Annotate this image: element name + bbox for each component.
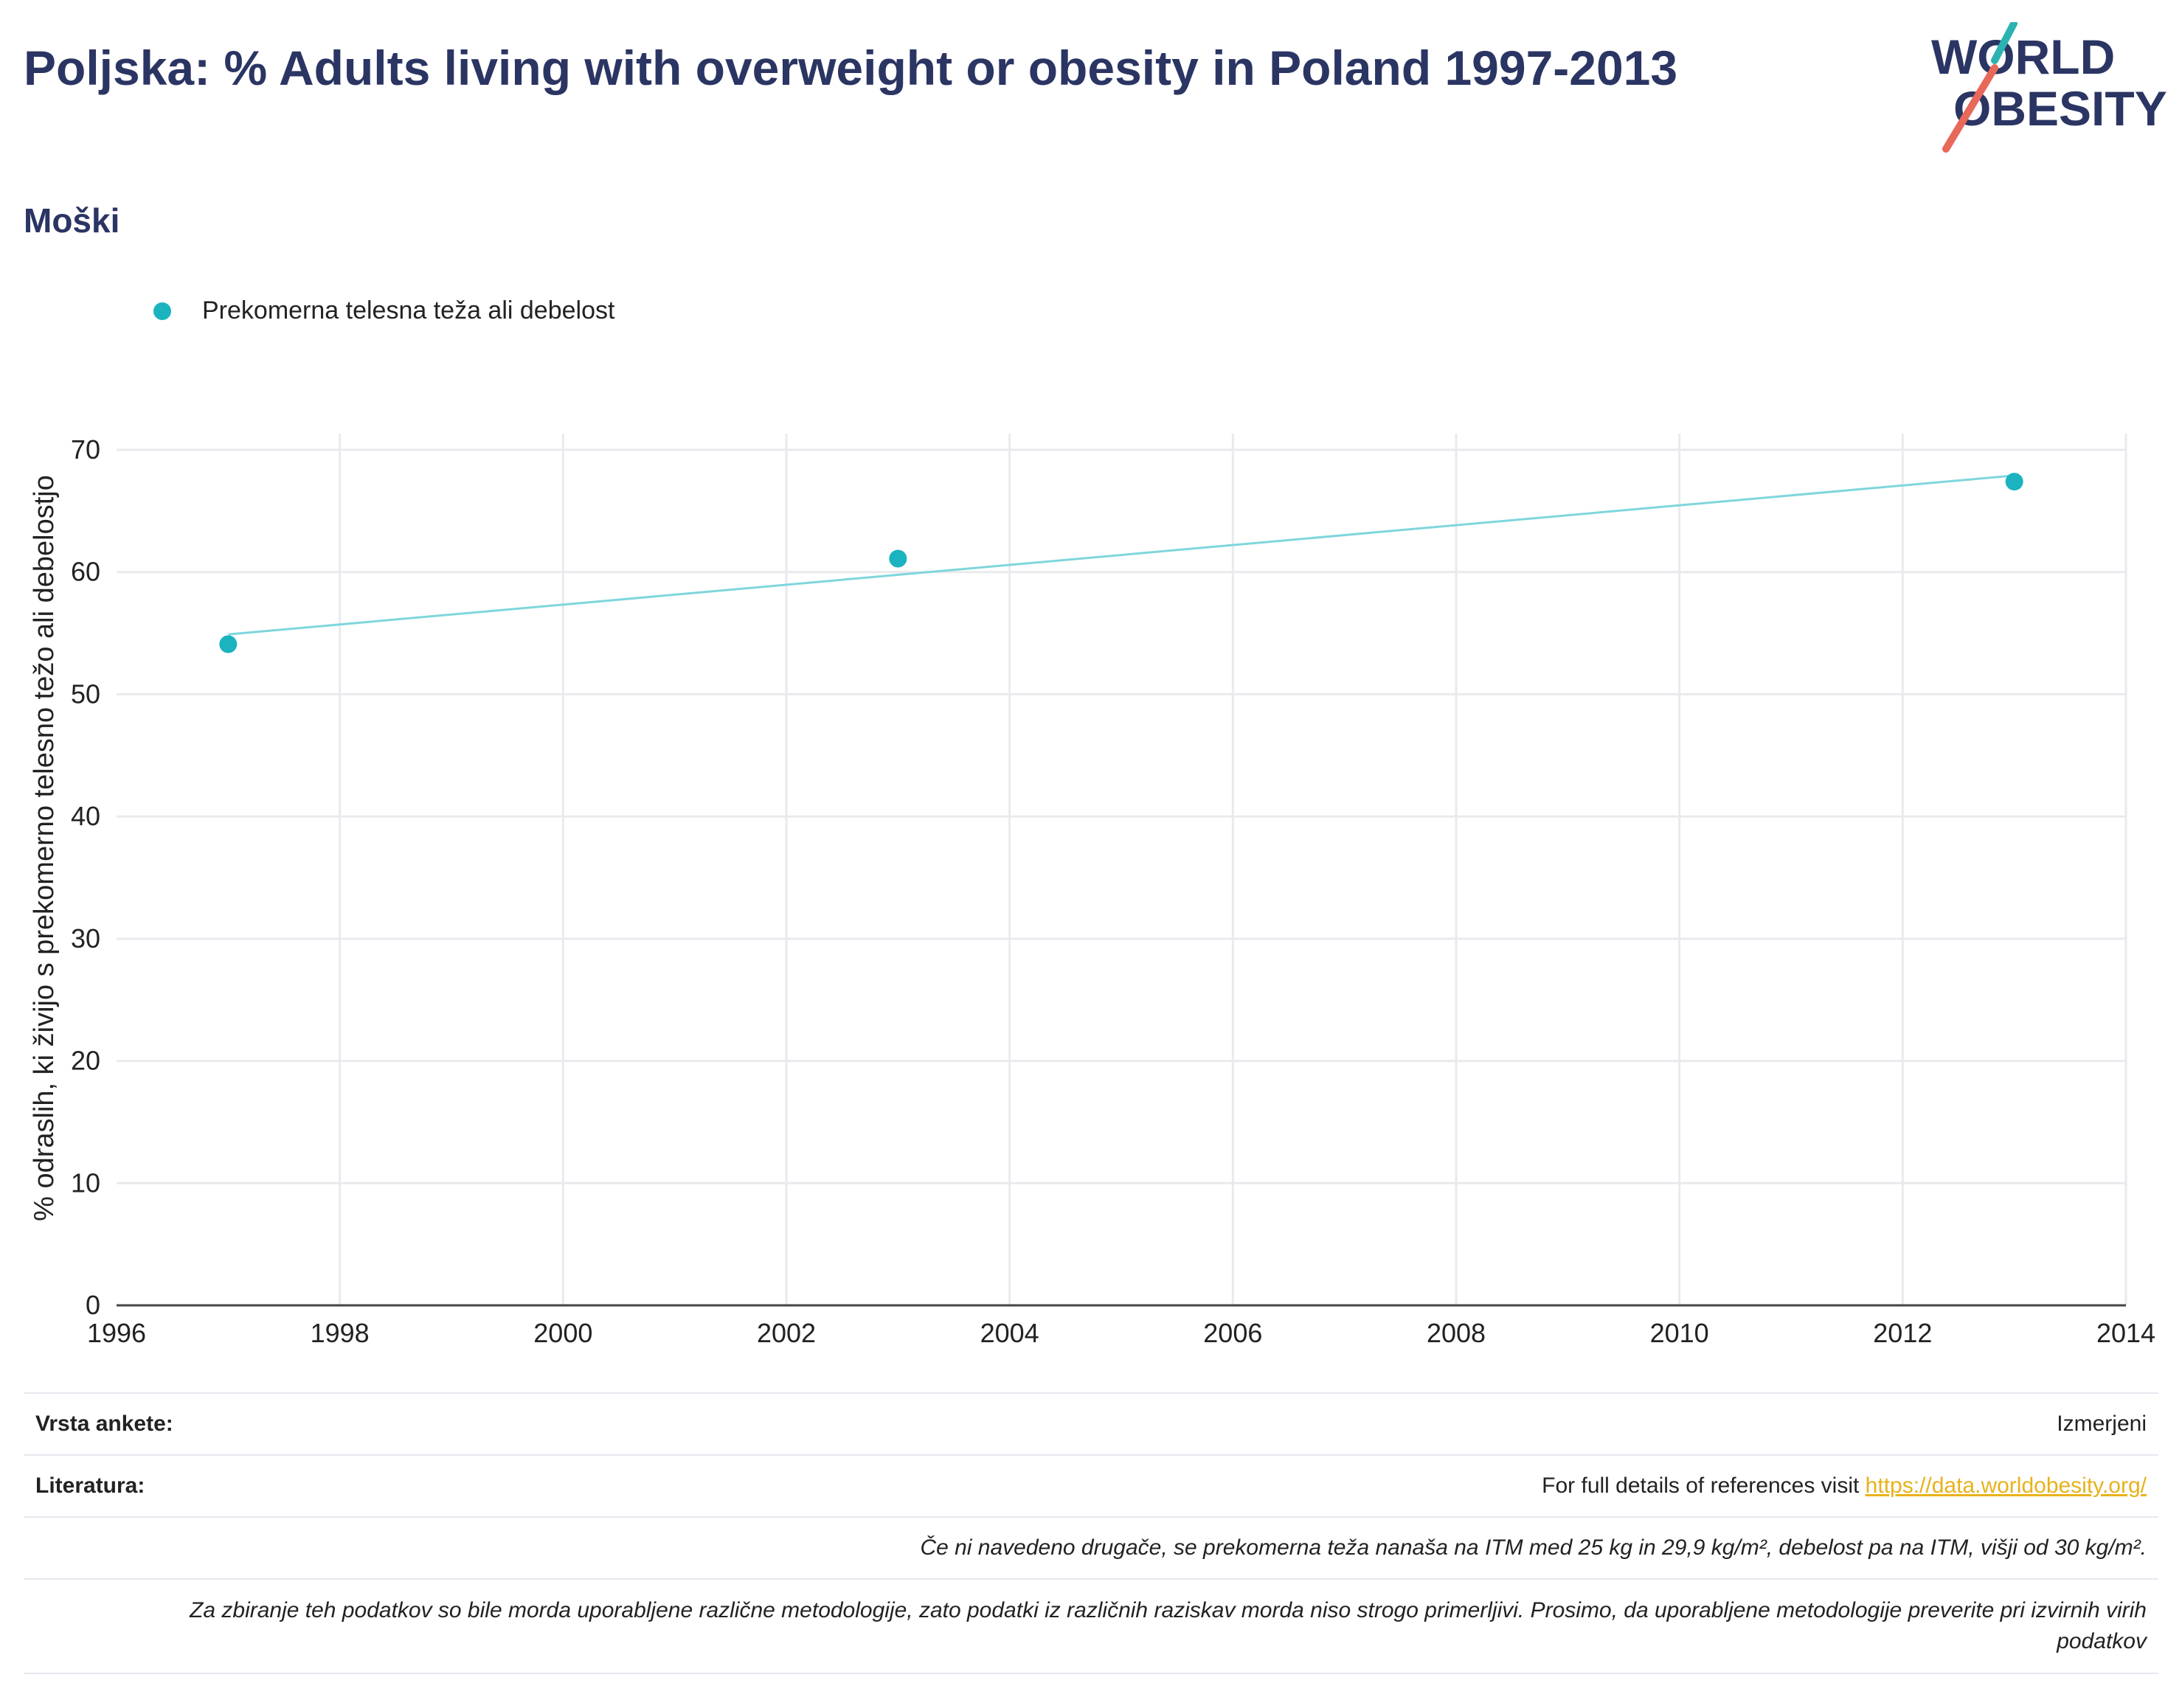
definition-note: Če ni navedeno drugače, se prekomerna te… bbox=[920, 1535, 2147, 1560]
y-tick-label: 0 bbox=[86, 1290, 100, 1320]
x-tick-label: 2000 bbox=[533, 1318, 592, 1348]
y-tick-label: 20 bbox=[71, 1046, 100, 1076]
references-text: For full details of references visit bbox=[1542, 1473, 1866, 1498]
trend-line bbox=[228, 474, 2015, 636]
y-tick-label: 60 bbox=[71, 557, 100, 587]
x-tick-label: 2006 bbox=[1203, 1318, 1262, 1348]
survey-type-row: Vrsta ankete: Izmerjeni bbox=[24, 1392, 2158, 1454]
references-text-wrap: For full details of references visit htt… bbox=[1542, 1473, 2147, 1499]
references-row: Literatura: For full details of referenc… bbox=[24, 1454, 2158, 1516]
references-link[interactable]: https://data.worldobesity.org/ bbox=[1865, 1473, 2147, 1498]
x-tick-label: 2012 bbox=[1873, 1318, 1932, 1348]
logo-teal-slash bbox=[1991, 22, 2018, 64]
y-tick-label: 70 bbox=[71, 434, 100, 465]
legend-marker bbox=[153, 302, 171, 320]
y-tick-label: 30 bbox=[71, 923, 100, 954]
x-tick-label: 1998 bbox=[311, 1318, 370, 1348]
y-tick-label: 50 bbox=[71, 678, 100, 709]
survey-type-label: Vrsta ankete: bbox=[35, 1412, 173, 1436]
methodology-note: Za zbiranje teh podatkov so bile morda u… bbox=[190, 1598, 2147, 1653]
world-obesity-logo: WORLD OBESITY bbox=[1931, 22, 2167, 153]
x-tick-label: 1996 bbox=[87, 1318, 146, 1348]
y-axis-label: % odraslih, ki živijo s prekomerno teles… bbox=[29, 475, 60, 1221]
chart-legend: Prekomerna telesna teža ali debelost bbox=[153, 296, 614, 325]
survey-type-value: Izmerjeni bbox=[2057, 1412, 2147, 1436]
definition-note-row: Če ni navedeno drugače, se prekomerna te… bbox=[24, 1516, 2158, 1578]
page-subtitle: Moški bbox=[24, 201, 120, 240]
logo-red-slash bbox=[1942, 64, 1998, 153]
page-title: Poljska: % Adults living with overweight… bbox=[24, 41, 1678, 95]
chart-footer: Vrsta ankete: Izmerjeni Literatura: For … bbox=[24, 1392, 2158, 1674]
x-tick-label: 2008 bbox=[1427, 1318, 1486, 1348]
y-tick-label: 40 bbox=[71, 801, 100, 831]
data-point bbox=[2005, 473, 2023, 491]
x-tick-label: 2004 bbox=[980, 1318, 1039, 1348]
logo-line2: OBESITY bbox=[1953, 81, 2167, 136]
references-label: Literatura: bbox=[35, 1473, 145, 1498]
data-point bbox=[889, 549, 907, 568]
methodology-note-row: Za zbiranje teh podatkov so bile morda u… bbox=[24, 1578, 2158, 1674]
data-point bbox=[219, 635, 238, 653]
x-tick-label: 2002 bbox=[757, 1318, 816, 1348]
x-tick-label: 2010 bbox=[1650, 1318, 1709, 1348]
x-tick-label: 2014 bbox=[2096, 1318, 2155, 1348]
chart-plot: 0 10 20 30 40 50 60 70 1996 1998 2000 2002 2004 2006 2… bbox=[29, 434, 2155, 1348]
legend-label: Prekomerna telesna teža ali debelost bbox=[202, 296, 615, 324]
y-tick-label: 10 bbox=[71, 1167, 100, 1198]
logo-line1: WORLD bbox=[1931, 29, 2115, 84]
